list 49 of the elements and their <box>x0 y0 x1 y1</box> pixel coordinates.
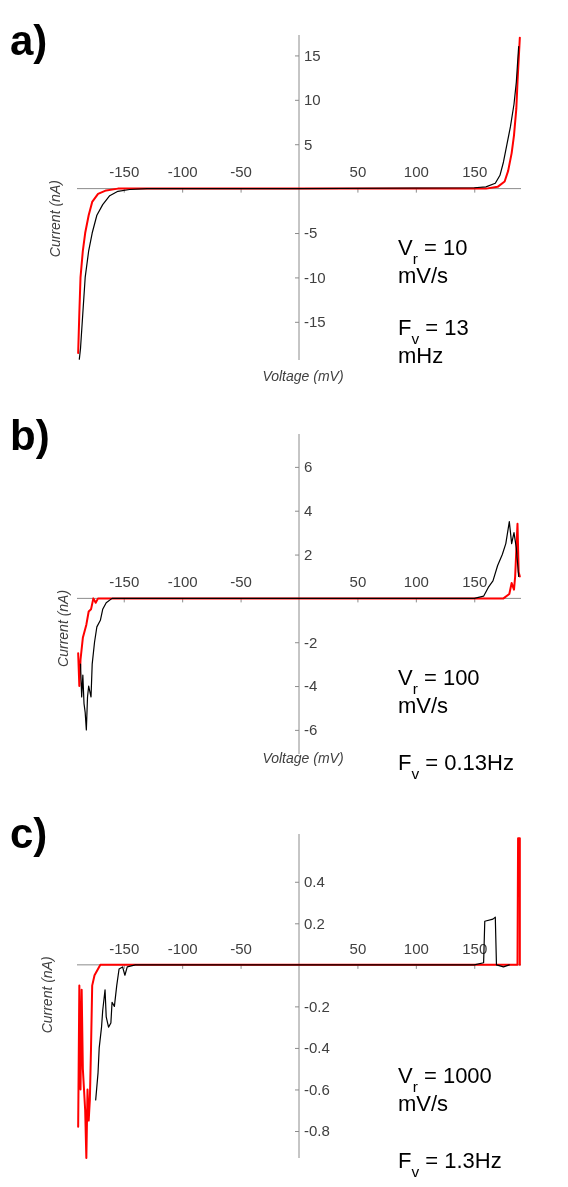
x-tick-label: 50 <box>349 573 367 591</box>
y-tick-label: 10 <box>304 91 321 109</box>
annotation: F$_{v}$ = 1.3Hz <box>398 1148 502 1180</box>
y-tick-label: -4 <box>304 677 318 695</box>
y-tick-label: 0.2 <box>304 914 325 932</box>
x-tick-label: 150 <box>462 163 488 181</box>
x-axis-title: Voltage (mV) <box>262 368 344 384</box>
x-tick-label: 100 <box>403 163 429 181</box>
y-tick-label: 2 <box>304 545 313 563</box>
y-axis-title: Current (nA) <box>47 180 63 258</box>
y-tick-label: -6 <box>304 721 318 739</box>
chart-title: c) <box>10 810 48 857</box>
x-tick-label: -100 <box>167 939 198 957</box>
x-tick-label: 150 <box>462 573 488 591</box>
x-tick-label: 50 <box>349 163 367 181</box>
x-tick-label: -150 <box>109 939 140 957</box>
x-tick-label: 100 <box>403 573 429 591</box>
annotation: V$_{r}$ = 1000 mV/s <box>398 1063 492 1116</box>
x-tick-label: -50 <box>230 163 252 181</box>
y-tick-label: 6 <box>304 458 313 476</box>
y-tick-label: -0.8 <box>304 1122 330 1140</box>
chart-title: b) <box>10 412 50 459</box>
annotation: V$_{r}$ = 10 mV/s <box>398 235 468 288</box>
annotation: F$_{v}$ = 0.13Hz <box>398 750 514 782</box>
annotation: F$_{v}$ = 13 mHz <box>398 315 469 368</box>
y-tick-label: -10 <box>304 268 326 286</box>
y-tick-label: -15 <box>304 313 326 331</box>
y-axis-title: Current (nA) <box>55 589 71 667</box>
x-tick-label: -50 <box>230 573 252 591</box>
y-tick-label: 0.4 <box>304 873 325 891</box>
y-tick-label: 5 <box>304 135 313 153</box>
y-tick-label: 15 <box>304 46 321 64</box>
y-axis-title: Current (nA) <box>39 956 55 1034</box>
x-tick-label: 100 <box>403 939 429 957</box>
x-tick-label: -50 <box>230 939 252 957</box>
x-tick-label: 50 <box>349 939 367 957</box>
y-tick-label: -0.6 <box>304 1080 330 1098</box>
x-tick-label: -150 <box>109 573 140 591</box>
y-tick-label: -0.4 <box>304 1039 330 1057</box>
y-tick-label: 4 <box>304 502 313 520</box>
chart-title: a) <box>10 17 48 64</box>
x-tick-label: -100 <box>167 573 198 591</box>
annotation: V$_{r}$ = 100 mV/s <box>398 665 480 718</box>
y-tick-label: -5 <box>304 224 318 242</box>
y-tick-label: -2 <box>304 633 318 651</box>
y-tick-label: -0.2 <box>304 997 330 1015</box>
x-axis-title: Voltage (mV) <box>262 750 344 766</box>
x-tick-label: -100 <box>167 163 198 181</box>
x-tick-label: -150 <box>109 163 140 181</box>
